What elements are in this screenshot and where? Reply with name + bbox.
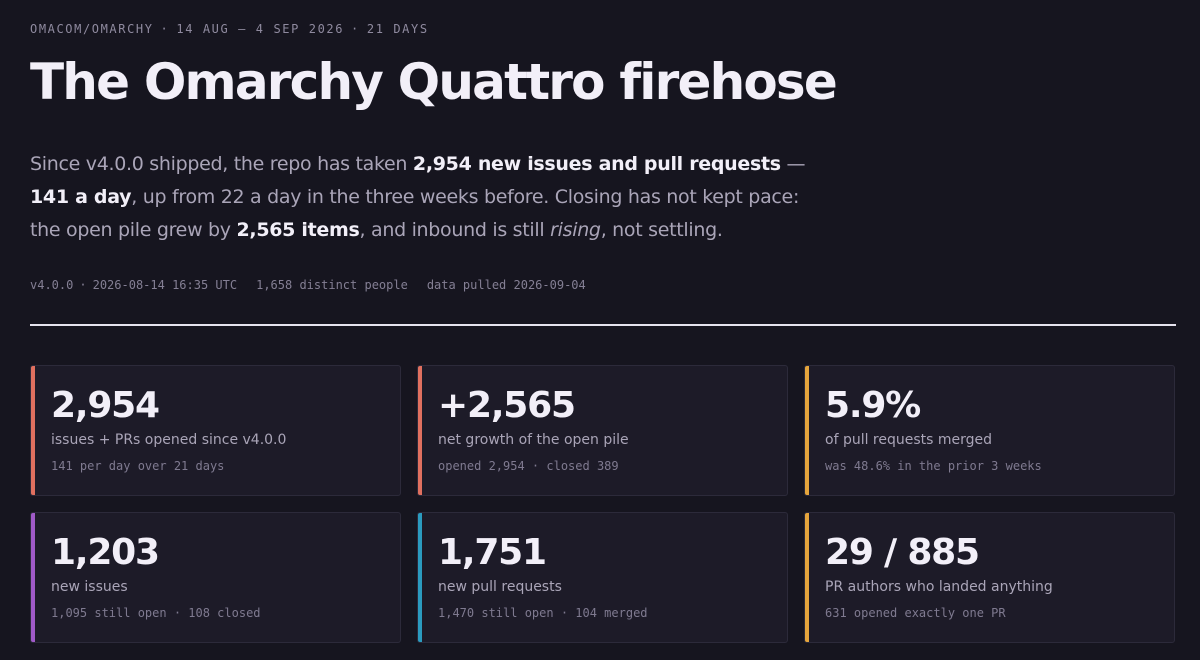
lede-emphasis-rising: rising [550, 219, 601, 241]
stat-label: new issues [51, 579, 128, 595]
lede-text-1: Since v4.0.0 shipped, the repo has taken [30, 153, 413, 175]
stat-label: new pull requests [438, 579, 562, 595]
separator-dot: · [351, 22, 360, 36]
accent-bar [805, 366, 809, 495]
stat-detail: was 48.6% in the prior 3 weeks [825, 459, 1042, 473]
lede-highlight-growth: 2,565 items [236, 219, 360, 241]
separator-dot: · [79, 278, 87, 292]
stat-card-new-issues: 1,203 new issues 1,095 still open · 108 … [30, 512, 401, 643]
repo-name[interactable]: OMACOM/OMARCHY [30, 22, 154, 36]
stat-value: 5.9% [825, 385, 921, 426]
lede-text-3: , up from 22 a day in the three weeks be… [30, 186, 800, 241]
stat-card-new-pull-requests: 1,751 new pull requests 1,470 still open… [417, 512, 788, 643]
meta-version: v4.0.0 [30, 278, 74, 292]
meta-people: 1,658 distinct people [256, 278, 408, 292]
stat-detail: 1,470 still open · 104 merged [438, 606, 648, 620]
meta-data-pulled: data pulled 2026-09-04 [426, 278, 586, 292]
separator-dot: · [160, 22, 170, 36]
lede-text-2: — [780, 153, 806, 175]
lede-paragraph: Since v4.0.0 shipped, the repo has taken… [30, 148, 830, 247]
stat-label: of pull requests merged [825, 432, 993, 448]
stat-card-net-growth: +2,565 net growth of the open pile opene… [417, 365, 788, 496]
stat-cards: 2,954 issues + PRs opened since v4.0.0 1… [30, 365, 1176, 643]
stat-value: +2,565 [438, 385, 576, 426]
accent-bar [805, 513, 809, 642]
stat-detail: 631 opened exactly one PR [825, 606, 1006, 620]
stat-value: 2,954 [51, 385, 160, 426]
stat-card-pr-authors: 29 / 885 PR authors who landed anything … [804, 512, 1175, 643]
stat-value: 1,203 [51, 532, 160, 573]
stat-card-merged-rate: 5.9% of pull requests merged was 48.6% i… [804, 365, 1175, 496]
stat-detail: opened 2,954 · closed 389 [438, 459, 619, 473]
eyebrow: OMACOM/OMARCHY · 14 AUG – 4 SEP 2026 · 21 DA… [30, 22, 429, 36]
accent-bar [418, 366, 422, 495]
page-title: The Omarchy Quattro firehose [30, 53, 838, 111]
divider [30, 324, 1176, 326]
stat-label: net growth of the open pile [438, 432, 629, 448]
stat-label: PR authors who landed anything [825, 579, 1053, 595]
meta-line: v4.0.0 · 2026-08-14 16:35 UTC 1,658 distinc… [30, 278, 586, 292]
lede-text-4: , and inbound is still [359, 219, 551, 241]
stat-detail: 141 per day over 21 days [51, 459, 225, 473]
stat-detail: 1,095 still open · 108 closed [51, 606, 261, 620]
duration: 21 DAYS [366, 22, 429, 36]
lede-highlight-total: 2,954 new issues and pull requests [412, 153, 781, 175]
accent-bar [31, 366, 35, 495]
stat-card-opened: 2,954 issues + PRs opened since v4.0.0 1… [30, 365, 401, 496]
date-range: 14 AUG – 4 SEP 2026 [176, 22, 345, 36]
meta-release-time: 2026-08-14 16:35 UTC [92, 278, 238, 292]
stat-value: 1,751 [438, 532, 547, 573]
accent-bar [418, 513, 422, 642]
lede-text-5: , not settling. [600, 219, 723, 241]
stat-label: issues + PRs opened since v4.0.0 [51, 432, 287, 448]
lede-highlight-per-day: 141 a day [30, 186, 132, 208]
stat-value: 29 / 885 [825, 532, 980, 573]
accent-bar [31, 513, 35, 642]
